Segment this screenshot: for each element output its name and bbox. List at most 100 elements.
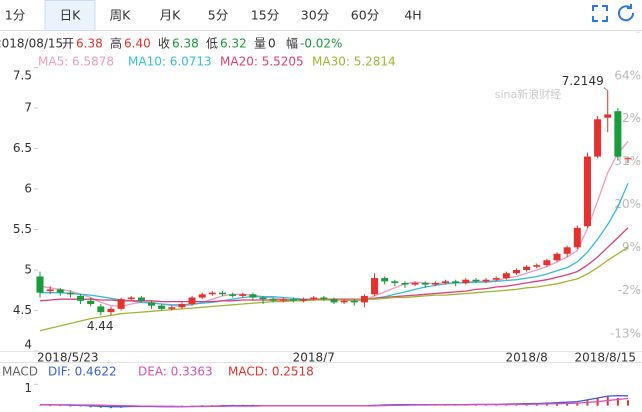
candle-body bbox=[77, 295, 85, 301]
candle-body bbox=[523, 266, 531, 270]
tab-selected bbox=[44, 0, 96, 31]
candle-body bbox=[381, 278, 389, 282]
candle-body bbox=[320, 297, 328, 300]
candle-body bbox=[604, 114, 612, 118]
candle-body bbox=[168, 307, 176, 309]
y-tick-label: 4.5 bbox=[13, 303, 32, 317]
candle-body bbox=[117, 299, 125, 309]
y-tick-label: 7.5 bbox=[13, 69, 32, 83]
candle-body bbox=[46, 289, 54, 292]
tab[interactable]: 日K bbox=[60, 8, 82, 23]
candle-body bbox=[259, 297, 267, 300]
info-label: 收 bbox=[158, 37, 170, 51]
candle-body bbox=[127, 297, 135, 300]
macd-y-tick-label: 1 bbox=[24, 381, 32, 395]
macd-bar bbox=[201, 405, 204, 406]
y2-tick-label: 20% bbox=[614, 197, 641, 211]
x-tick-label: 2018/8 bbox=[506, 351, 548, 365]
macd-bar bbox=[39, 405, 41, 406]
info-value: 0 bbox=[268, 37, 276, 51]
candle-body bbox=[360, 295, 368, 303]
candle-body bbox=[300, 299, 308, 301]
candle-body bbox=[533, 265, 541, 267]
macd-bar bbox=[576, 402, 579, 406]
info-label: 量 bbox=[254, 37, 266, 51]
candle-body bbox=[452, 281, 460, 283]
x-tick-label: 2018/8/15 bbox=[574, 351, 636, 365]
candle-body bbox=[583, 156, 591, 227]
info-value: 6.38 bbox=[76, 37, 103, 51]
macd-bar bbox=[606, 396, 609, 406]
candle-body bbox=[148, 302, 156, 306]
candle-body bbox=[391, 281, 399, 283]
candle-body bbox=[492, 278, 500, 280]
candle-body bbox=[178, 304, 186, 308]
macd-bar bbox=[474, 405, 477, 406]
candle-body bbox=[340, 300, 348, 303]
info-value: -0.02% bbox=[300, 37, 342, 51]
candle-body bbox=[614, 111, 622, 157]
macd-bar bbox=[79, 405, 82, 407]
candle-body bbox=[239, 294, 247, 296]
low-annotation: 4.44 bbox=[87, 319, 114, 333]
candle-body bbox=[482, 279, 490, 282]
candle-body bbox=[198, 294, 206, 298]
y2-tick-label: -13% bbox=[610, 326, 641, 340]
info-label: 开 bbox=[62, 37, 74, 51]
tab[interactable]: 5分 bbox=[208, 8, 228, 23]
tab[interactable]: 60分 bbox=[351, 8, 379, 23]
candle-body bbox=[371, 278, 379, 295]
candle-body bbox=[208, 292, 216, 295]
ma-legend: MA20: 5.5205 bbox=[220, 55, 304, 69]
y-tick-label: 4 bbox=[24, 338, 32, 352]
macd-title: MACD bbox=[2, 365, 38, 379]
candle-body bbox=[330, 299, 338, 303]
macd-bar bbox=[515, 404, 518, 406]
macd-bar bbox=[454, 405, 457, 406]
tab[interactable]: 30分 bbox=[301, 8, 329, 23]
candle-body bbox=[310, 297, 318, 300]
candle-body bbox=[279, 299, 287, 301]
candle-body bbox=[512, 269, 520, 274]
candle-body bbox=[350, 300, 358, 303]
candle-body bbox=[97, 306, 105, 313]
candle-body bbox=[289, 299, 297, 301]
tab[interactable]: 周K bbox=[110, 8, 132, 23]
macd-bar bbox=[485, 405, 488, 406]
tab[interactable]: 4H bbox=[404, 8, 421, 23]
macd-bar bbox=[535, 404, 538, 406]
candle-body bbox=[472, 279, 480, 282]
ma-legend: MA10: 6.0713 bbox=[128, 55, 212, 69]
candle-body bbox=[462, 279, 470, 283]
macd-bar bbox=[616, 397, 619, 406]
candle-body bbox=[502, 273, 510, 279]
tab[interactable]: 1分 bbox=[5, 8, 25, 23]
info-date: 2018/08/15 bbox=[0, 37, 63, 51]
candle-body bbox=[158, 305, 166, 309]
candle-body bbox=[401, 282, 409, 285]
candle-body bbox=[431, 282, 439, 285]
candle-body bbox=[553, 253, 561, 261]
info-label: 低 bbox=[206, 37, 218, 51]
y-tick-label: 5.5 bbox=[13, 222, 32, 236]
macd-bar bbox=[89, 405, 92, 408]
candle-body bbox=[56, 289, 64, 293]
macd-legend: MACD: 0.2518 bbox=[228, 365, 314, 379]
candle-body bbox=[594, 119, 602, 157]
candle-body bbox=[442, 281, 450, 283]
tab[interactable]: 月K bbox=[160, 8, 182, 23]
macd-bar bbox=[495, 405, 498, 406]
ma-line bbox=[39, 140, 629, 308]
y2-tick-label: -2% bbox=[618, 283, 641, 297]
tab[interactable]: 15分 bbox=[251, 8, 279, 23]
ma-legend: MA5: 6.5878 bbox=[38, 55, 114, 69]
macd-bar bbox=[545, 403, 548, 406]
refresh-icon[interactable] bbox=[618, 4, 635, 22]
fullscreen-icon[interactable] bbox=[592, 5, 608, 22]
y-tick-label: 6.5 bbox=[13, 141, 32, 155]
macd-bar bbox=[59, 405, 62, 407]
macd-bar bbox=[566, 403, 569, 406]
candle-body bbox=[188, 297, 196, 305]
y2-tick-label: 64% bbox=[614, 69, 641, 83]
